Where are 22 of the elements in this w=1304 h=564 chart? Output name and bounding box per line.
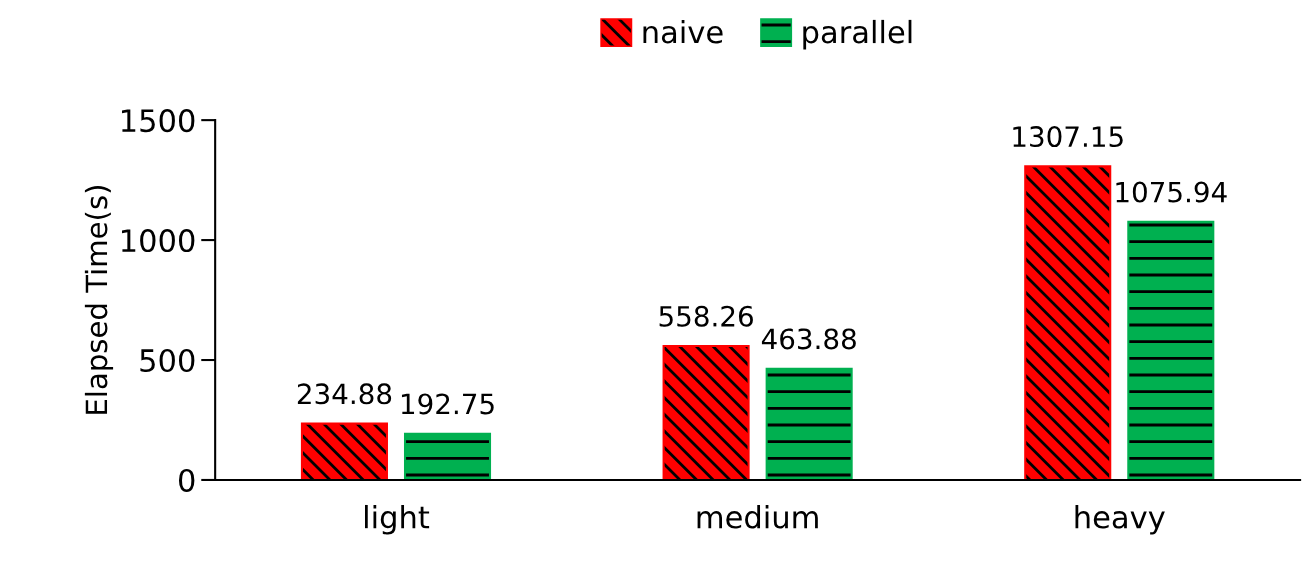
bar: [403, 432, 492, 480]
y-tick-label: 1000: [122, 229, 195, 253]
data-label: 1075.94: [1116, 181, 1227, 203]
legend-label: naive: [643, 19, 723, 44]
bar: [1024, 165, 1112, 480]
bar: [300, 422, 388, 480]
legend-label: parallel: [803, 19, 912, 50]
bar: [765, 367, 853, 480]
bar: [662, 345, 750, 480]
y-tick-label: 1500: [122, 109, 195, 133]
bar: [1127, 220, 1215, 480]
data-label: 463.88: [761, 328, 856, 350]
data-label: 558.26: [659, 305, 753, 327]
data-label: 1307.15: [1013, 126, 1123, 148]
y-tick-label: 0: [178, 468, 195, 493]
data-label: 192.75: [401, 393, 494, 415]
x-tick-label: heavy: [1075, 504, 1165, 535]
data-label: 234.88: [297, 383, 392, 405]
x-tick-label: medium: [697, 504, 818, 529]
y-tick-label: 500: [140, 348, 195, 373]
y-axis-title: Elapsed Time(s): [84, 185, 114, 414]
x-tick-label: light: [365, 504, 430, 535]
